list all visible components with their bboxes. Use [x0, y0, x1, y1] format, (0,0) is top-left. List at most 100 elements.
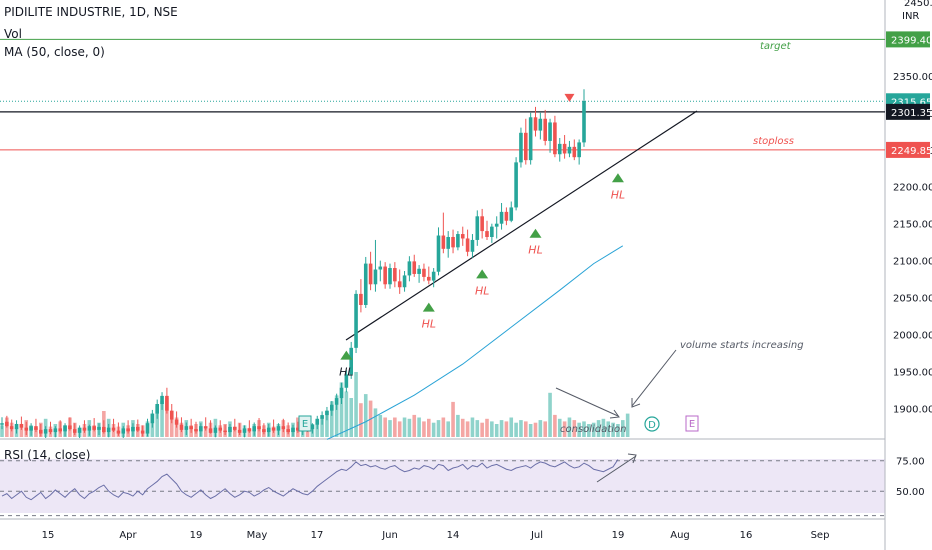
candle-body[interactable] [208, 428, 213, 433]
time-axis[interactable]: 15 Apr 19 May 17 Jun 14 Jul 19 Aug 16 Sep [42, 530, 830, 541]
candle-body[interactable] [533, 117, 538, 131]
candle-body[interactable] [252, 426, 256, 432]
candle-body[interactable] [24, 427, 29, 431]
ma-legend[interactable]: MA (50, close, 0) [4, 45, 105, 59]
candle-body[interactable] [519, 132, 523, 163]
candle-body[interactable] [111, 427, 116, 431]
candle-body[interactable] [378, 266, 383, 270]
candle-body[interactable] [271, 427, 276, 431]
candle-body[interactable] [460, 234, 465, 239]
candle-body[interactable] [485, 231, 489, 237]
candle-body[interactable] [339, 387, 344, 399]
hl-triangle[interactable] [476, 269, 489, 279]
candle-body[interactable] [334, 398, 339, 405]
candle-body[interactable] [102, 426, 106, 433]
candle-body[interactable] [548, 122, 552, 141]
candle-body[interactable] [184, 426, 189, 430]
candle-body[interactable] [179, 424, 184, 430]
price-tag[interactable] [886, 103, 930, 120]
candle-body[interactable] [262, 429, 266, 433]
candle-body[interactable] [169, 410, 174, 420]
candle-body[interactable] [553, 122, 557, 155]
candle-body[interactable] [296, 427, 300, 431]
candle-body[interactable] [325, 410, 329, 416]
candle-body[interactable] [344, 374, 349, 388]
candle-body[interactable] [281, 426, 286, 430]
candle-body[interactable] [19, 423, 24, 428]
candle-body[interactable] [48, 429, 53, 433]
candle-body[interactable] [572, 146, 577, 158]
candle-body[interactable] [145, 423, 150, 434]
candle-body[interactable] [315, 418, 320, 425]
candle-body[interactable] [34, 426, 38, 430]
candle-body[interactable] [58, 428, 62, 432]
rising-trendline[interactable] [345, 110, 698, 341]
candle-body[interactable] [368, 263, 373, 285]
candle-body[interactable] [567, 146, 572, 154]
candle-body[interactable] [43, 429, 48, 434]
earnings-marker-1[interactable]: E [298, 415, 312, 432]
hl-triangle[interactable] [422, 302, 435, 312]
candle-body[interactable] [126, 428, 130, 432]
candle-body[interactable] [136, 426, 140, 431]
candle-body[interactable] [470, 239, 475, 252]
candle-body[interactable] [131, 426, 135, 432]
candle-body[interactable] [417, 268, 421, 274]
hl-triangle[interactable] [340, 350, 353, 360]
price-tag[interactable] [886, 141, 930, 158]
candle-body[interactable] [0, 423, 4, 425]
candle-body[interactable] [359, 293, 363, 305]
candle-body[interactable] [557, 143, 562, 155]
candle-body[interactable] [233, 426, 237, 430]
candle-body[interactable] [218, 427, 223, 431]
candle-body[interactable] [97, 426, 101, 430]
candle-body[interactable] [92, 426, 96, 430]
candle-body[interactable] [242, 428, 247, 433]
candle-body[interactable] [427, 276, 431, 281]
candle-body[interactable] [266, 427, 271, 433]
candle-body[interactable] [87, 426, 92, 431]
candle-body[interactable] [155, 404, 159, 414]
candle-body[interactable] [562, 143, 567, 154]
candle-body[interactable] [388, 268, 392, 285]
candle-body[interactable] [257, 426, 261, 430]
candle-body[interactable] [5, 421, 9, 427]
candle-body[interactable] [223, 430, 227, 433]
candle-body[interactable] [63, 425, 67, 432]
candle-body[interactable] [116, 430, 121, 434]
candle-body[interactable] [397, 281, 402, 288]
candle-body[interactable] [524, 132, 528, 161]
candle-body[interactable] [446, 236, 450, 249]
candle-body[interactable] [53, 428, 58, 433]
candle-body[interactable] [480, 216, 484, 232]
candle-body[interactable] [106, 427, 111, 433]
candle-body[interactable] [140, 430, 145, 434]
candle-body[interactable] [543, 118, 547, 141]
candle-body[interactable] [82, 427, 87, 431]
hl-triangle[interactable] [529, 228, 542, 238]
candle-body[interactable] [456, 234, 460, 248]
candle-body[interactable] [72, 429, 77, 433]
rsi-legend[interactable]: RSI (14, close) [4, 448, 91, 462]
candle-body[interactable] [422, 268, 426, 277]
candle-body[interactable] [582, 101, 586, 143]
candle-body[interactable] [528, 117, 533, 161]
candle-body[interactable] [494, 223, 499, 227]
candle-body[interactable] [441, 235, 446, 249]
candle-body[interactable] [412, 261, 417, 274]
candle-body[interactable] [165, 395, 169, 411]
candle-body[interactable] [39, 429, 43, 434]
price-tag[interactable] [886, 31, 930, 48]
hl-triangle[interactable] [611, 173, 624, 183]
candle-body[interactable] [330, 404, 334, 411]
candle-body[interactable] [577, 142, 581, 158]
candle-body[interactable] [203, 426, 208, 429]
candle-body[interactable] [77, 427, 82, 433]
candle-body[interactable] [286, 429, 290, 433]
candle-body[interactable] [490, 226, 494, 237]
earnings-marker-2[interactable]: E [685, 415, 699, 432]
candle-body[interactable] [354, 293, 358, 348]
candle-body[interactable] [247, 428, 252, 432]
candle-body[interactable] [407, 261, 412, 276]
price-axis[interactable]: 2450.00 INR 2350.002300.002250.002200.00… [886, 0, 932, 415]
